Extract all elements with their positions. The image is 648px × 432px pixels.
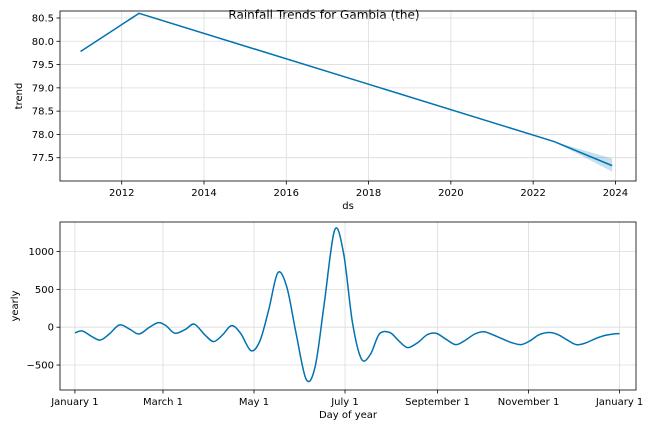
y-tick-label: 77.5 xyxy=(32,153,54,164)
y-axis-label: yearly xyxy=(10,290,21,321)
x-tick-label: March 1 xyxy=(143,397,183,408)
y-tick-label: 78.5 xyxy=(32,107,54,118)
chart-title: Rainfall Trends for Gambia (the) xyxy=(228,8,419,22)
x-tick-label: 2012 xyxy=(109,188,134,199)
y-tick-label: 0 xyxy=(48,323,54,334)
x-tick-label: November 1 xyxy=(498,397,560,408)
y-tick-label: 500 xyxy=(35,285,54,296)
y-tick-label: 80.5 xyxy=(32,13,54,24)
x-tick-label: 2020 xyxy=(438,188,463,199)
x-axis-label: Day of year xyxy=(319,410,378,421)
trend-panel: 2012 2014 2016 2018 2020 2022 2024 77.5 78.0 78.5… xyxy=(14,10,637,212)
yearly-panel: January 1 March 1 May 1 July 1 September 1 No… xyxy=(10,221,643,421)
x-tick-label: 2014 xyxy=(191,188,216,199)
uncertainty-band xyxy=(553,141,613,172)
series-line xyxy=(74,227,620,383)
plot-frame xyxy=(59,10,637,182)
x-tick-label: July 1 xyxy=(330,397,359,408)
x-axis-label: ds xyxy=(342,201,354,212)
x-tick-label: 2016 xyxy=(274,188,299,199)
y-tick-label: 79.5 xyxy=(32,60,54,71)
y-tick-label: 80.0 xyxy=(32,37,54,48)
x-tick-label: September 1 xyxy=(405,397,470,408)
series-line xyxy=(80,12,613,167)
x-tick-label: May 1 xyxy=(239,397,269,408)
x-tick-label: 2024 xyxy=(603,188,628,199)
x-tick-label: 2022 xyxy=(520,188,545,199)
x-tick-label: 2018 xyxy=(356,188,381,199)
y-tick-label: −500 xyxy=(27,361,54,372)
plot-frame xyxy=(59,221,637,391)
y-axis-label: trend xyxy=(14,83,25,110)
y-tick-label: 79.0 xyxy=(32,83,54,94)
x-tick-label: January 1 xyxy=(595,397,643,408)
y-tick-label: 78.0 xyxy=(32,130,54,141)
y-tick-label: 1000 xyxy=(29,247,54,258)
x-tick-label: January 1 xyxy=(50,397,98,408)
